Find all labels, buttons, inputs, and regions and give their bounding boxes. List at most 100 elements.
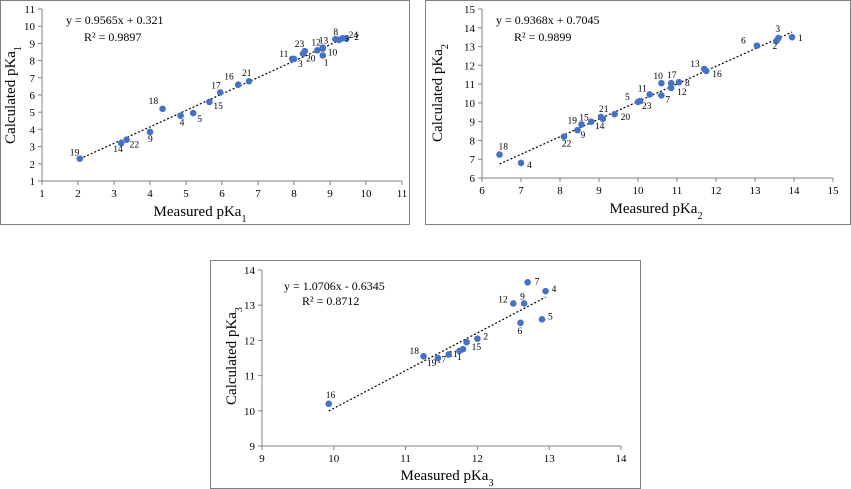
y-tick-label: 11 bbox=[24, 4, 35, 16]
y-tick-label: 4 bbox=[30, 124, 36, 136]
point-label-16: 16 bbox=[712, 70, 722, 80]
point-label-2: 2 bbox=[354, 33, 359, 43]
data-point-23 bbox=[301, 47, 309, 55]
data-point-23 bbox=[636, 97, 644, 105]
chart-area-border bbox=[210, 260, 641, 489]
point-label-6: 6 bbox=[344, 35, 349, 45]
regression-equation: y = 0.9368x + 0.7045 bbox=[496, 13, 600, 27]
y-tick-label: 7 bbox=[470, 154, 476, 166]
x-tick-label: 7 bbox=[518, 185, 524, 197]
trendline bbox=[499, 31, 793, 165]
point-label-8: 8 bbox=[685, 79, 690, 89]
point-label-21: 21 bbox=[242, 69, 252, 79]
data-point-1 bbox=[319, 52, 327, 59]
y-axis-title: Calculated pKa3 bbox=[224, 307, 245, 405]
data-point-22 bbox=[560, 133, 568, 140]
x-tick-label: 11 bbox=[672, 185, 683, 197]
point-label-3: 3 bbox=[775, 25, 780, 35]
data-point-3 bbox=[775, 34, 782, 42]
x-tick-label: 2 bbox=[75, 188, 81, 200]
y-tick-label: 1 bbox=[30, 176, 36, 188]
point-label-15: 15 bbox=[579, 114, 589, 124]
y-tick-label: 12 bbox=[244, 335, 255, 347]
point-label-9: 9 bbox=[520, 292, 525, 302]
point-label-18: 18 bbox=[149, 97, 159, 107]
point-label-21: 21 bbox=[599, 105, 609, 115]
point-label-8: 8 bbox=[333, 28, 338, 38]
data-point-18 bbox=[420, 352, 427, 360]
x-tick-label: 14 bbox=[616, 453, 628, 465]
data-point-15 bbox=[206, 98, 213, 106]
data-point-12 bbox=[510, 300, 517, 307]
data-point-1 bbox=[788, 33, 796, 41]
y-tick-label: 8 bbox=[470, 135, 476, 147]
point-label-16: 16 bbox=[224, 73, 234, 83]
data-point-21 bbox=[597, 113, 605, 121]
x-tick-label: 1 bbox=[39, 188, 45, 200]
point-label-9: 9 bbox=[581, 131, 586, 141]
point-label-3: 3 bbox=[298, 60, 303, 70]
point-label-19: 19 bbox=[70, 149, 80, 159]
data-point-11 bbox=[456, 347, 463, 355]
point-label-4: 4 bbox=[552, 285, 557, 295]
x-axis-title: Measured pKa1 bbox=[154, 204, 247, 225]
point-label-4: 4 bbox=[180, 119, 185, 129]
y-tick-label: 13 bbox=[464, 42, 476, 54]
point-label-17: 17 bbox=[667, 71, 677, 81]
point-label-7: 7 bbox=[535, 277, 540, 287]
x-tick-label: 11 bbox=[397, 188, 408, 200]
point-label-2: 2 bbox=[483, 333, 488, 343]
point-label-23: 23 bbox=[295, 40, 305, 50]
point-label-11: 11 bbox=[448, 350, 457, 360]
y-axis-title: Calculated pKa2 bbox=[430, 44, 451, 142]
point-label-7: 7 bbox=[665, 95, 670, 105]
y-tick-label: 12 bbox=[464, 60, 475, 72]
point-label-12: 12 bbox=[677, 88, 687, 98]
data-point-4 bbox=[517, 159, 525, 167]
x-tick-label: 10 bbox=[633, 185, 645, 197]
y-tick-label: 9 bbox=[30, 38, 36, 50]
point-label-14: 14 bbox=[113, 145, 123, 155]
data-point-14 bbox=[117, 139, 125, 147]
r-squared: R² = 0.9899 bbox=[514, 30, 571, 44]
point-label-18: 18 bbox=[499, 143, 509, 153]
data-point-17 bbox=[216, 89, 224, 96]
y-axis-title: Calculated pKa1 bbox=[3, 46, 24, 144]
r-squared: R² = 0.8712 bbox=[302, 294, 359, 308]
x-tick-label: 9 bbox=[327, 188, 333, 200]
data-point-12 bbox=[314, 46, 321, 54]
data-point-15 bbox=[587, 118, 595, 125]
y-tick-label: 5 bbox=[30, 107, 36, 119]
data-point-8 bbox=[675, 78, 683, 86]
x-tick-label: 10 bbox=[361, 188, 373, 200]
data-point-15 bbox=[463, 338, 470, 346]
x-tick-label: 12 bbox=[472, 453, 483, 465]
x-tick-label: 6 bbox=[479, 185, 485, 197]
chart-pka2: 6 7 8 9 10 11 12 13 14 156789101112131415Measured… bbox=[425, 0, 851, 225]
data-point-12 bbox=[667, 84, 675, 92]
point-label-15: 15 bbox=[213, 102, 223, 112]
trendline bbox=[328, 296, 546, 412]
y-tick-label: 14 bbox=[464, 23, 476, 35]
point-label-11: 11 bbox=[279, 50, 288, 60]
point-label-20: 20 bbox=[306, 55, 316, 65]
data-point-16 bbox=[325, 400, 333, 408]
data-point-17 bbox=[667, 79, 675, 87]
data-point-9 bbox=[146, 128, 154, 136]
chart-area-border bbox=[0, 0, 410, 225]
data-point-18 bbox=[159, 105, 166, 113]
data-point-9 bbox=[574, 126, 581, 134]
x-axis-title: Measured pKa2 bbox=[610, 201, 703, 222]
point-label-20: 20 bbox=[621, 113, 631, 123]
point-label-24: 24 bbox=[349, 31, 359, 41]
regression-equation: y = 1.0706x - 0.6345 bbox=[284, 279, 385, 293]
x-tick-label: 9 bbox=[259, 453, 265, 465]
data-point-18 bbox=[496, 151, 503, 158]
data-point-16 bbox=[702, 67, 710, 75]
point-label-5: 5 bbox=[548, 312, 553, 322]
point-label-18: 18 bbox=[410, 347, 420, 357]
y-tick-label: 8 bbox=[30, 56, 36, 68]
x-tick-label: 9 bbox=[596, 185, 602, 197]
point-label-16: 16 bbox=[326, 391, 336, 401]
